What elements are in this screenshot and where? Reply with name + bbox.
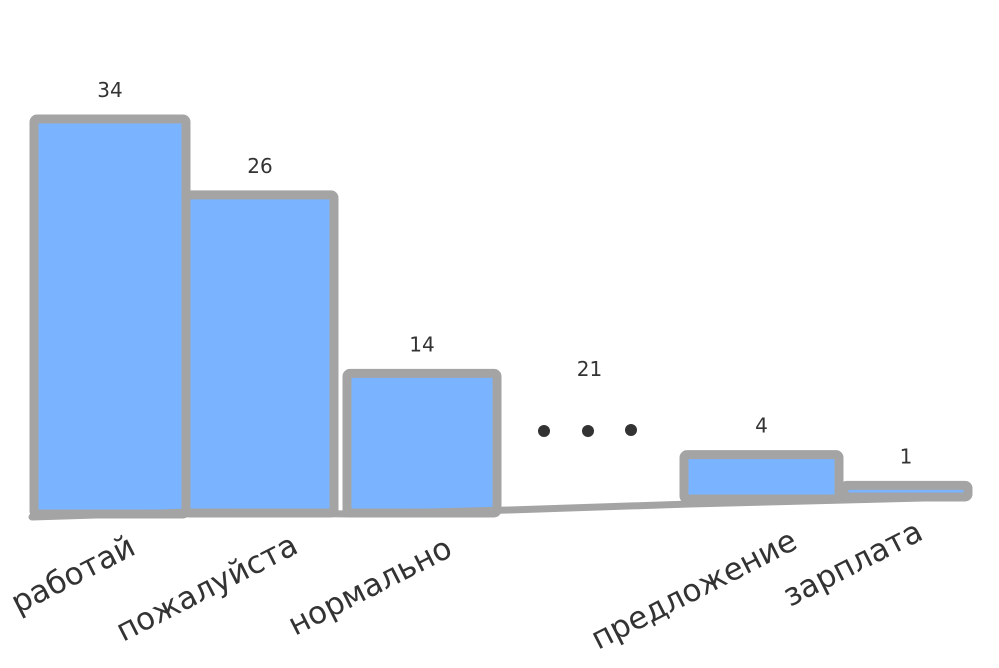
value-label-5: 4 <box>755 414 768 438</box>
ellipsis-dot <box>538 425 550 437</box>
category-label-3: нормально <box>282 530 457 643</box>
category-label-6: зарплата <box>777 513 928 614</box>
category-label-2: пожалуйста <box>110 527 303 649</box>
bar-5 <box>679 450 844 504</box>
bar-1 <box>29 114 191 519</box>
bar-3 <box>342 368 502 518</box>
value-label-2: 26 <box>247 154 272 178</box>
ellipsis-dot <box>582 425 594 437</box>
value-label-4: 21 <box>577 357 602 381</box>
bar-2 <box>181 190 339 518</box>
value-label-3: 14 <box>409 332 434 356</box>
value-label-1: 34 <box>97 78 122 102</box>
omitted-categories-ellipsis <box>538 424 637 437</box>
ellipsis-dot <box>625 424 637 436</box>
value-label-6: 1 <box>900 444 913 468</box>
bars <box>29 114 973 519</box>
category-label-5: предложение <box>585 523 802 658</box>
category-label-1: работай <box>5 528 141 621</box>
x-axis-baseline <box>28 493 969 521</box>
